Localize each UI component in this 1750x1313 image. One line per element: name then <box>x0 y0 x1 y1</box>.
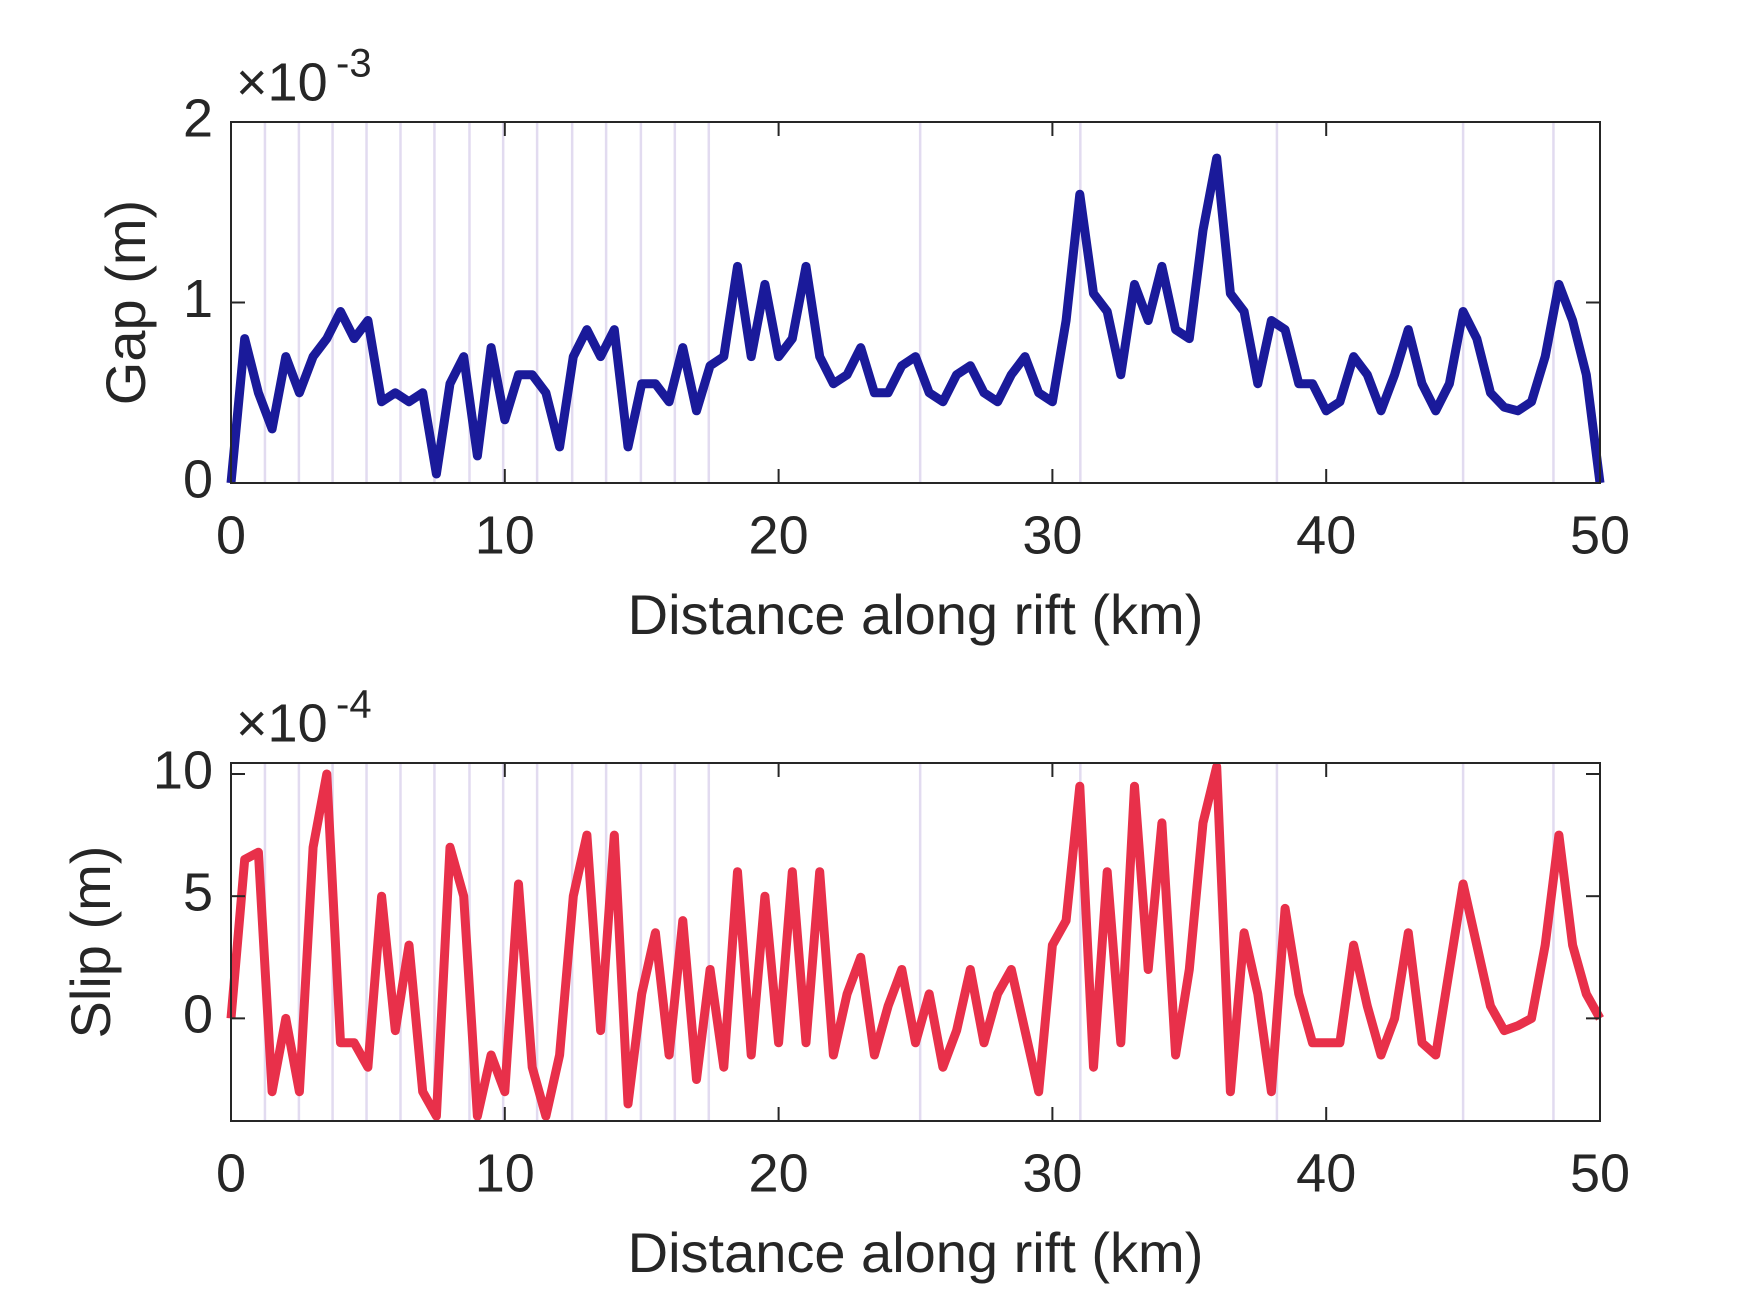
x-axis-label: Distance along rift (km) <box>628 583 1204 646</box>
x-tick-label: 50 <box>1570 505 1630 565</box>
axes-box <box>230 121 1601 484</box>
x-tick-label: 10 <box>475 505 535 565</box>
exponent-power: -3 <box>336 42 372 86</box>
data-line <box>226 153 1605 484</box>
exponent-power: -4 <box>336 683 372 727</box>
x-tick-label: 30 <box>1022 505 1082 565</box>
axes-box <box>230 762 1601 1122</box>
x-tick-label: 20 <box>749 505 809 565</box>
x-tick-label: 40 <box>1296 505 1356 565</box>
y-tick-label: 10 <box>153 740 213 800</box>
y-axis-label: Slip (m) <box>59 846 122 1039</box>
subplot: 0 10 20 30 40 50 0 1 2 Distance along rift (km) Ga… <box>94 42 1630 646</box>
data-line <box>226 762 1604 1121</box>
x-tick-label: 0 <box>216 1143 246 1203</box>
exponent-base: ×10 <box>236 693 328 753</box>
x-tick-label: 10 <box>475 1143 535 1203</box>
x-tick-label: 40 <box>1296 1143 1356 1203</box>
subplot: 0 10 20 30 40 50 0 5 10 Distance along rift (km) S… <box>59 683 1630 1284</box>
x-axis-label: Distance along rift (km) <box>628 1221 1204 1284</box>
y-tick-label: 2 <box>183 88 213 148</box>
y-axis-label: Gap (m) <box>94 200 157 405</box>
y-tick-label: 5 <box>183 862 213 922</box>
x-tick-label: 30 <box>1022 1143 1082 1203</box>
x-tick-label: 0 <box>216 505 246 565</box>
x-tick-label: 50 <box>1570 1143 1630 1203</box>
y-tick-label: 1 <box>183 269 213 329</box>
y-tick-label: 0 <box>183 449 213 509</box>
exponent-base: ×10 <box>236 52 328 112</box>
y-tick-label: 0 <box>183 985 213 1045</box>
x-tick-label: 20 <box>749 1143 809 1203</box>
